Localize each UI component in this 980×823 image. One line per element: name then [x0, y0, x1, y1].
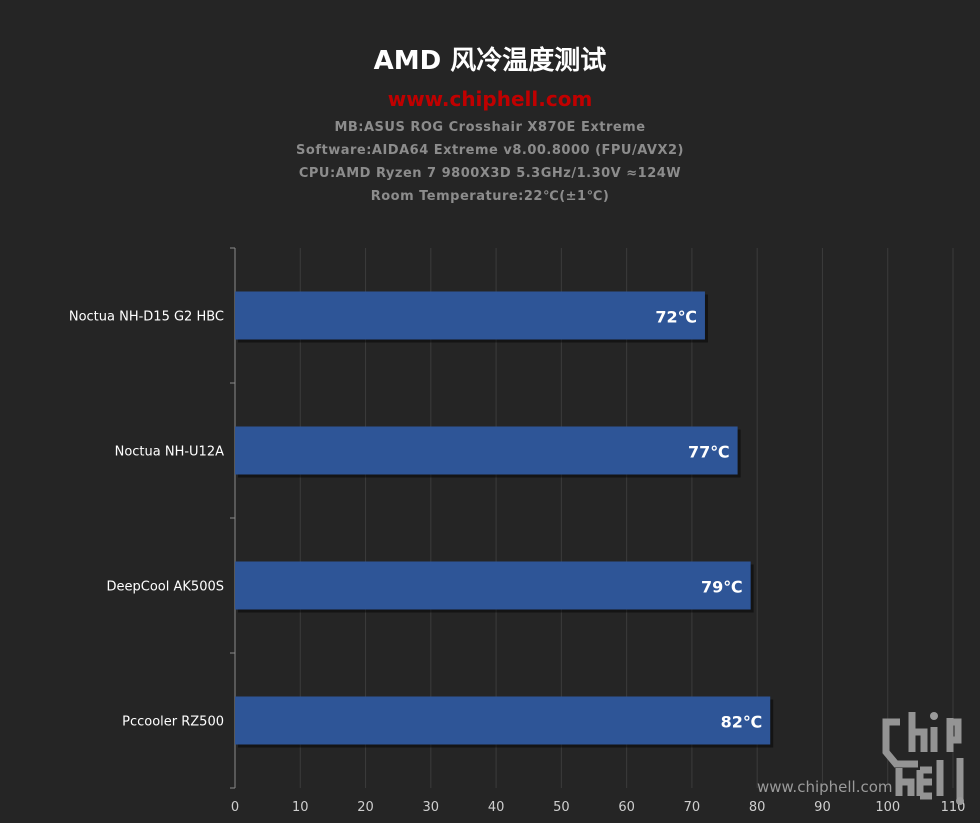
bar: [235, 696, 771, 745]
data-label: 82℃: [721, 713, 763, 732]
data-label: 79℃: [701, 578, 743, 597]
data-label: 77℃: [688, 443, 730, 462]
site-url: www.chiphell.com: [387, 87, 593, 111]
spec-room: Room Temperature:22℃(±1℃): [370, 189, 610, 204]
x-tick-label: 100: [875, 800, 900, 815]
spec-software: Software:AIDA64 Extreme v8.00.8000 (FPU/…: [296, 143, 684, 158]
x-tick-label: 20: [357, 800, 374, 815]
x-tick-label: 10: [292, 800, 309, 815]
category-label: Noctua NH-D15 G2 HBC: [69, 310, 224, 325]
category-label: Pccooler RZ500: [122, 715, 224, 730]
category-label: DeepCool AK500S: [107, 580, 224, 595]
chart-title: AMD 风冷温度测试: [373, 46, 607, 76]
x-tick-label: 60: [618, 800, 635, 815]
bar: [235, 561, 751, 610]
x-tick-label: 50: [553, 800, 570, 815]
x-tick-label: 80: [749, 800, 766, 815]
category-label: Noctua NH-U12A: [115, 445, 225, 460]
spec-mb: MB:ASUS ROG Crosshair X870E Extreme: [334, 120, 646, 135]
spec-cpu: CPU:AMD Ryzen 7 9800X3D 5.3GHz/1.30V ≈12…: [298, 166, 682, 181]
x-tick-label: 70: [684, 800, 701, 815]
x-tick-label: 40: [488, 800, 505, 815]
x-tick-label: 90: [814, 800, 831, 815]
watermark-text: www.chiphell.com: [757, 778, 893, 796]
bar: [235, 426, 738, 475]
x-tick-label: 0: [231, 800, 239, 815]
x-tick-label: 110: [941, 800, 966, 815]
bar: [235, 291, 705, 340]
x-tick-label: 30: [423, 800, 440, 815]
data-label: 72℃: [655, 308, 697, 327]
